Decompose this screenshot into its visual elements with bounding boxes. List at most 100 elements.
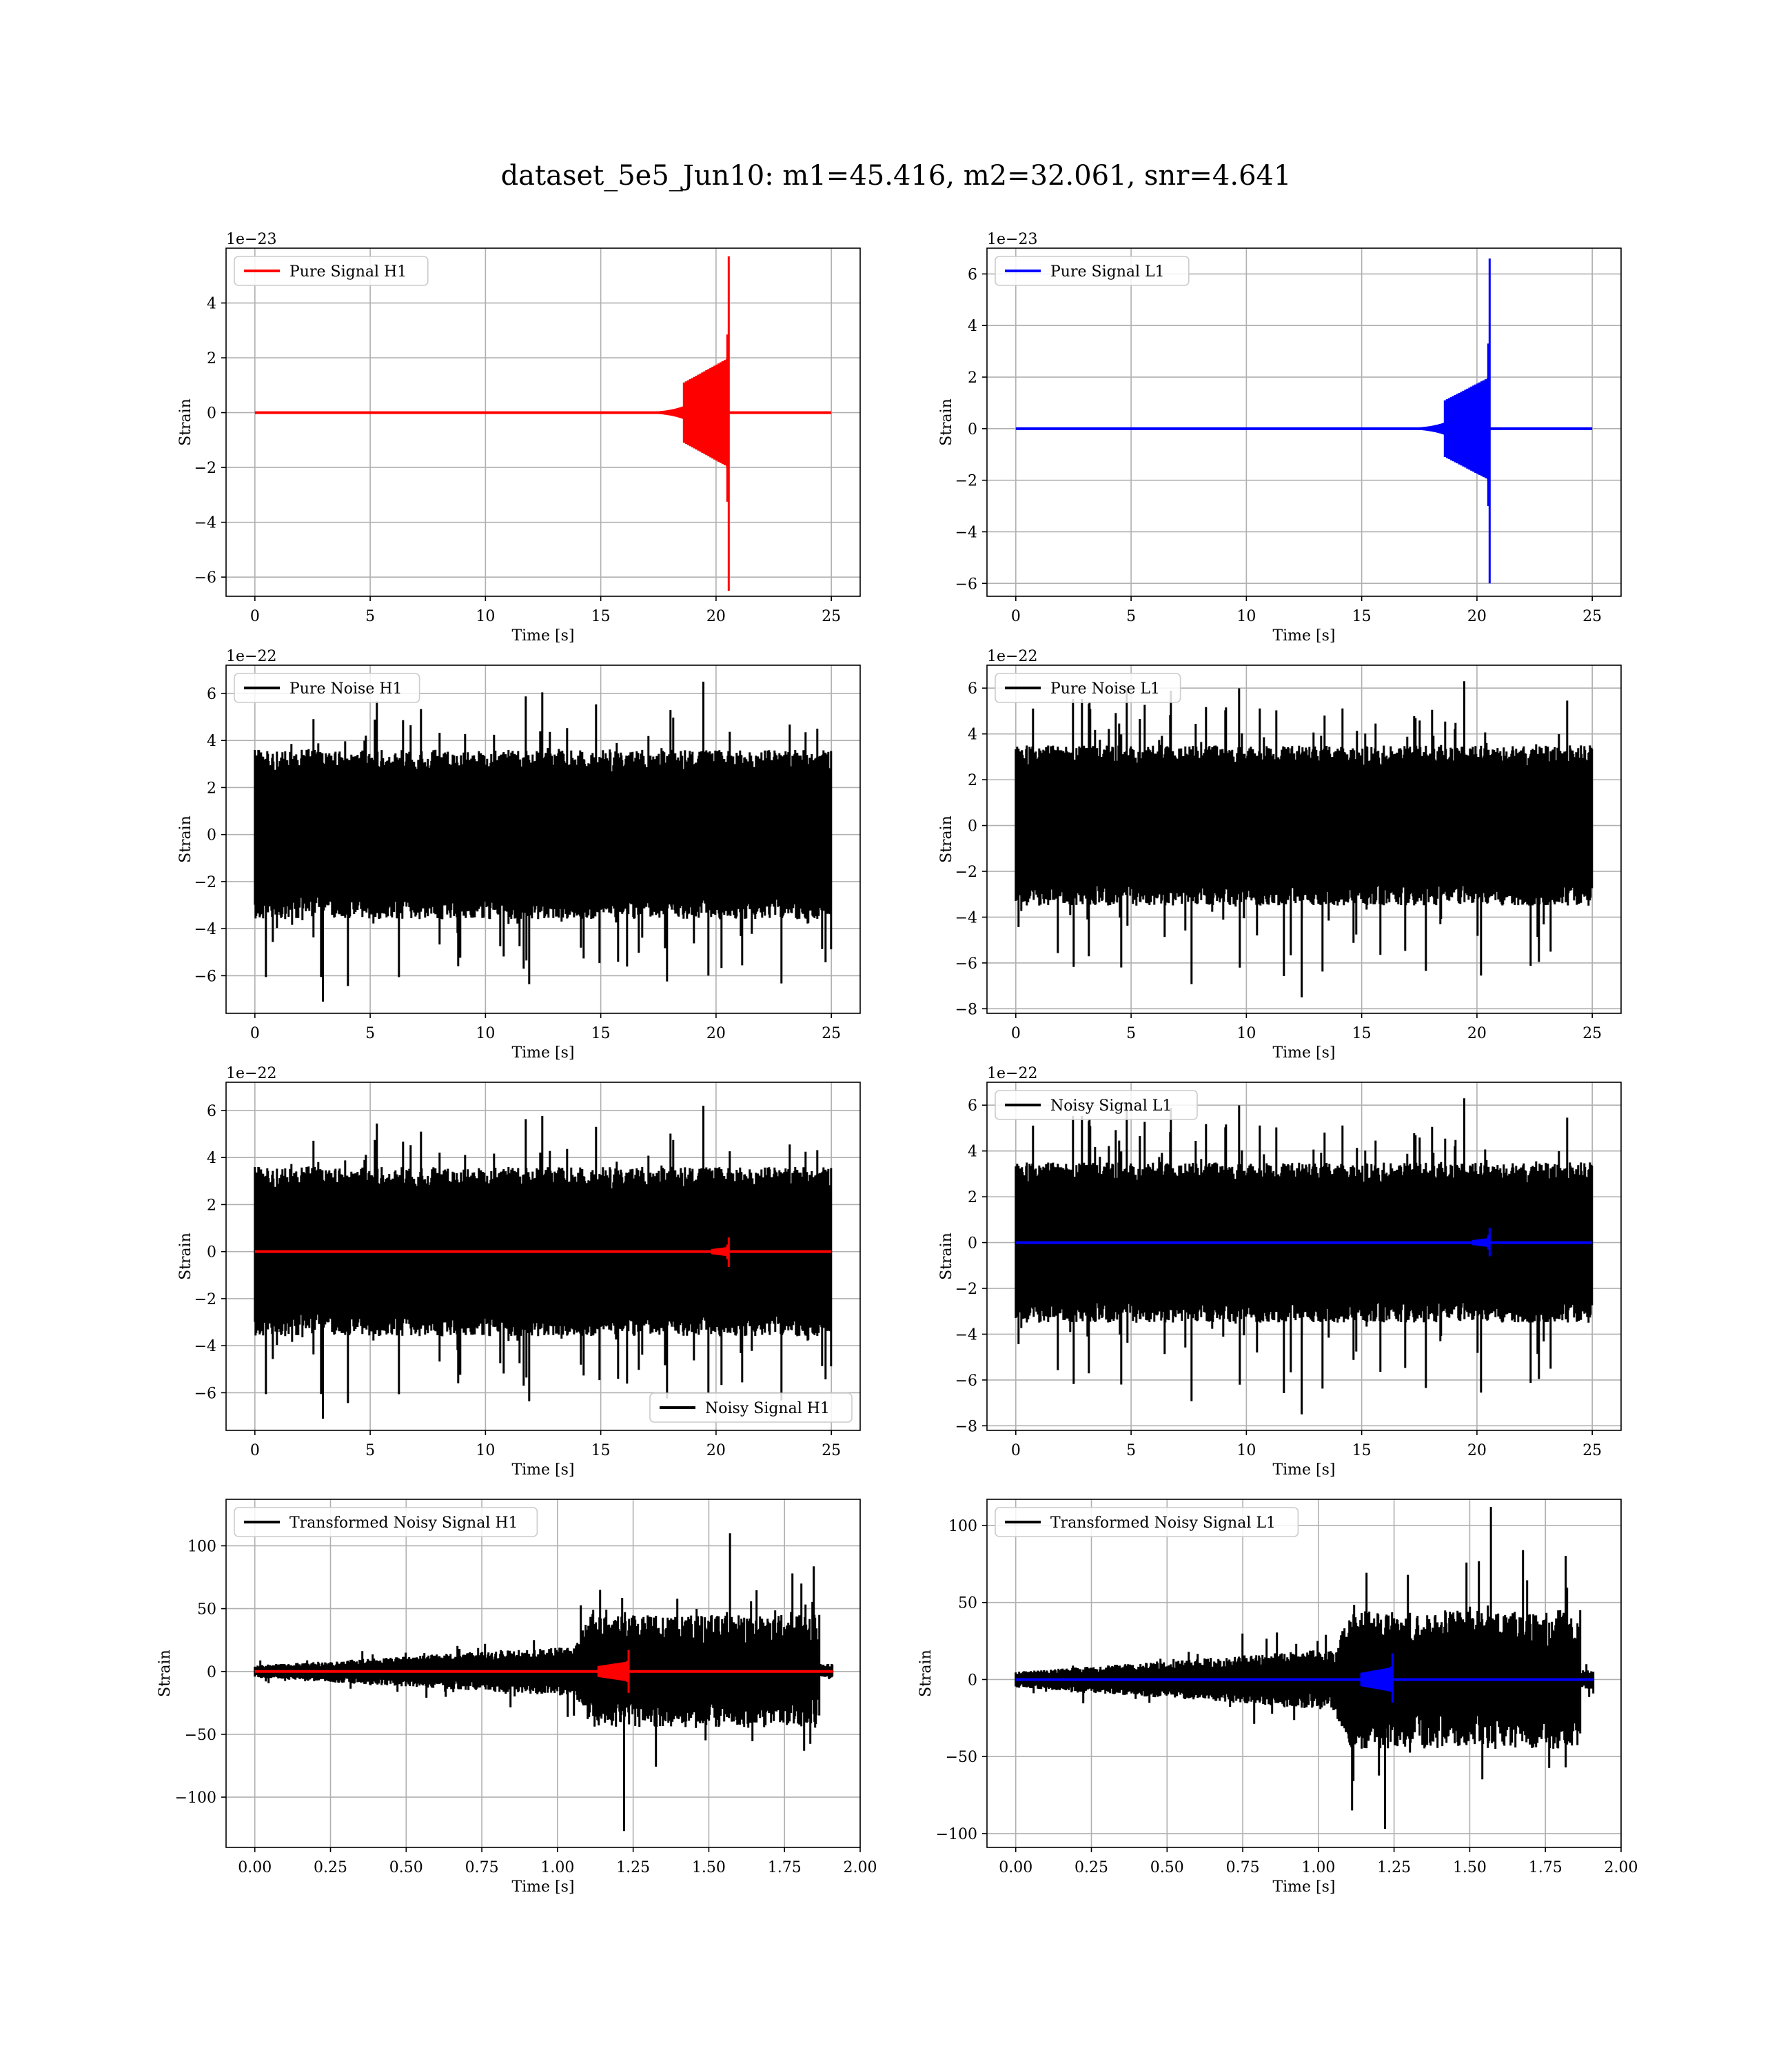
- legend-box: [995, 256, 1190, 286]
- x-tick-label: 0.50: [389, 1859, 423, 1876]
- legend-entry: Pure Noise L1: [1050, 680, 1160, 698]
- y-tick-label: 2: [207, 1197, 216, 1214]
- y-tick-label: −2: [955, 1281, 977, 1298]
- x-tick-label: 15: [1352, 1025, 1372, 1042]
- y-tick-label: −4: [194, 515, 216, 532]
- series-chirp-peak: [1443, 258, 1491, 584]
- legend-entry: Pure Noise H1: [289, 680, 403, 698]
- offset-label: 1e−22: [226, 1065, 276, 1082]
- y-tick-label: 2: [207, 350, 216, 367]
- x-tick-label: 10: [476, 1442, 495, 1459]
- y-tick-label: −2: [955, 864, 977, 881]
- y-tick-label: 0: [207, 1664, 216, 1681]
- legend-box: [995, 673, 1181, 703]
- offset-label: 1e−22: [987, 648, 1037, 665]
- x-tick-label: 15: [591, 1442, 611, 1459]
- y-tick-label: 4: [968, 1144, 977, 1161]
- x-axis-label: Time [s]: [511, 1044, 574, 1062]
- legend-box: [995, 1507, 1299, 1537]
- y-tick-label: −2: [194, 1291, 216, 1308]
- x-tick-label: 0.50: [1150, 1859, 1184, 1876]
- x-tick-label: 1.75: [768, 1859, 802, 1876]
- x-tick-label: 5: [1126, 1442, 1136, 1459]
- x-tick-label: 2.00: [844, 1859, 877, 1876]
- axes-frame: [225, 1499, 861, 1848]
- y-tick-label: 6: [207, 1103, 216, 1120]
- legend-entry: Transformed Noisy Signal L1: [1050, 1514, 1276, 1532]
- y-tick-label: −8: [955, 1418, 977, 1435]
- axes-frame: [986, 247, 1622, 597]
- x-tick-label: 1.00: [1301, 1859, 1335, 1876]
- y-tick-label: −6: [194, 569, 216, 587]
- x-tick-label: 25: [822, 1442, 841, 1459]
- x-axis-label: Time [s]: [511, 627, 574, 645]
- x-tick-label: 15: [1352, 1442, 1372, 1459]
- y-tick-label: 6: [968, 266, 977, 283]
- y-tick-label: −2: [955, 473, 977, 490]
- legend-box: [234, 1507, 538, 1537]
- legend-box: [234, 256, 429, 286]
- x-tick-label: 1.50: [692, 1859, 726, 1876]
- y-tick-label: 6: [968, 1097, 977, 1115]
- plot-area: [254, 681, 833, 1002]
- x-tick-label: 0.00: [238, 1859, 272, 1876]
- x-tick-label: 0: [1011, 1025, 1021, 1042]
- offset-label: 1e−22: [226, 648, 276, 665]
- legend: Pure Noise H1: [234, 673, 420, 703]
- y-tick-label: −6: [194, 968, 216, 985]
- y-tick-label: 50: [958, 1595, 977, 1612]
- axes-frame: [986, 1499, 1622, 1848]
- x-tick-label: 25: [1582, 608, 1602, 625]
- plot-area: [1015, 1098, 1594, 1415]
- x-tick-label: 0: [250, 1025, 260, 1042]
- plot-area: [254, 1533, 834, 1832]
- y-axis-label: Strain: [917, 1650, 935, 1697]
- legend-box: [234, 673, 420, 703]
- series-noise: [254, 681, 833, 1002]
- x-tick-label: 10: [476, 1025, 495, 1042]
- y-tick-label: −6: [194, 1385, 216, 1402]
- legend-entry: Noisy Signal L1: [1050, 1097, 1172, 1115]
- y-tick-label: −2: [194, 460, 216, 477]
- series-noise: [1015, 1098, 1594, 1415]
- legend: Pure Noise L1: [995, 673, 1181, 703]
- y-tick-label: 100: [187, 1538, 216, 1555]
- y-tick-label: 0: [968, 818, 977, 835]
- x-axis-label: Time [s]: [511, 1461, 574, 1479]
- legend-entry: Noisy Signal H1: [705, 1400, 830, 1417]
- x-tick-label: 10: [1236, 608, 1256, 625]
- plot-area: [1015, 258, 1593, 584]
- y-axis-label: Strain: [938, 815, 955, 863]
- x-tick-label: 1.00: [540, 1859, 574, 1876]
- y-tick-label: 2: [968, 369, 977, 387]
- legend: Transformed Noisy Signal L1: [995, 1507, 1299, 1537]
- y-tick-label: 0: [968, 1672, 977, 1689]
- figure-title: dataset_5e5_Jun10: m1=45.416, m2=32.061,…: [500, 160, 1292, 192]
- y-tick-label: 4: [207, 1150, 216, 1167]
- x-axis-label: Time [s]: [1272, 1044, 1335, 1062]
- y-tick-label: −4: [955, 909, 977, 926]
- y-tick-label: −6: [955, 955, 977, 973]
- x-tick-label: 5: [1126, 608, 1136, 625]
- offset-label: 1e−22: [987, 1065, 1037, 1082]
- x-axis-label: Time [s]: [1272, 1878, 1335, 1896]
- x-tick-label: 10: [1236, 1442, 1256, 1459]
- y-tick-label: −50: [946, 1749, 977, 1766]
- plot-area: [254, 256, 832, 591]
- y-tick-label: −6: [955, 576, 977, 593]
- series-noise: [1015, 681, 1594, 997]
- y-tick-label: −4: [955, 1326, 977, 1344]
- x-tick-label: 2.00: [1605, 1859, 1638, 1876]
- y-tick-label: −4: [194, 1338, 216, 1355]
- axes-frame: [225, 1082, 861, 1431]
- axes-frame: [225, 247, 861, 597]
- x-tick-label: 25: [1582, 1025, 1602, 1042]
- x-axis-label: Time [s]: [1272, 627, 1335, 645]
- y-tick-label: −6: [955, 1372, 977, 1390]
- y-tick-label: 2: [968, 1189, 977, 1206]
- y-tick-label: 0: [207, 405, 216, 423]
- chart-pure-signal-h1: 0 5 10 15 20 25 −6 −4 −2 0 2 4 Time [s] Strain 1e−23 Pu…: [177, 231, 861, 645]
- x-tick-label: 0.00: [999, 1859, 1032, 1876]
- x-axis-label: Time [s]: [1272, 1461, 1335, 1479]
- y-tick-label: 4: [207, 733, 216, 750]
